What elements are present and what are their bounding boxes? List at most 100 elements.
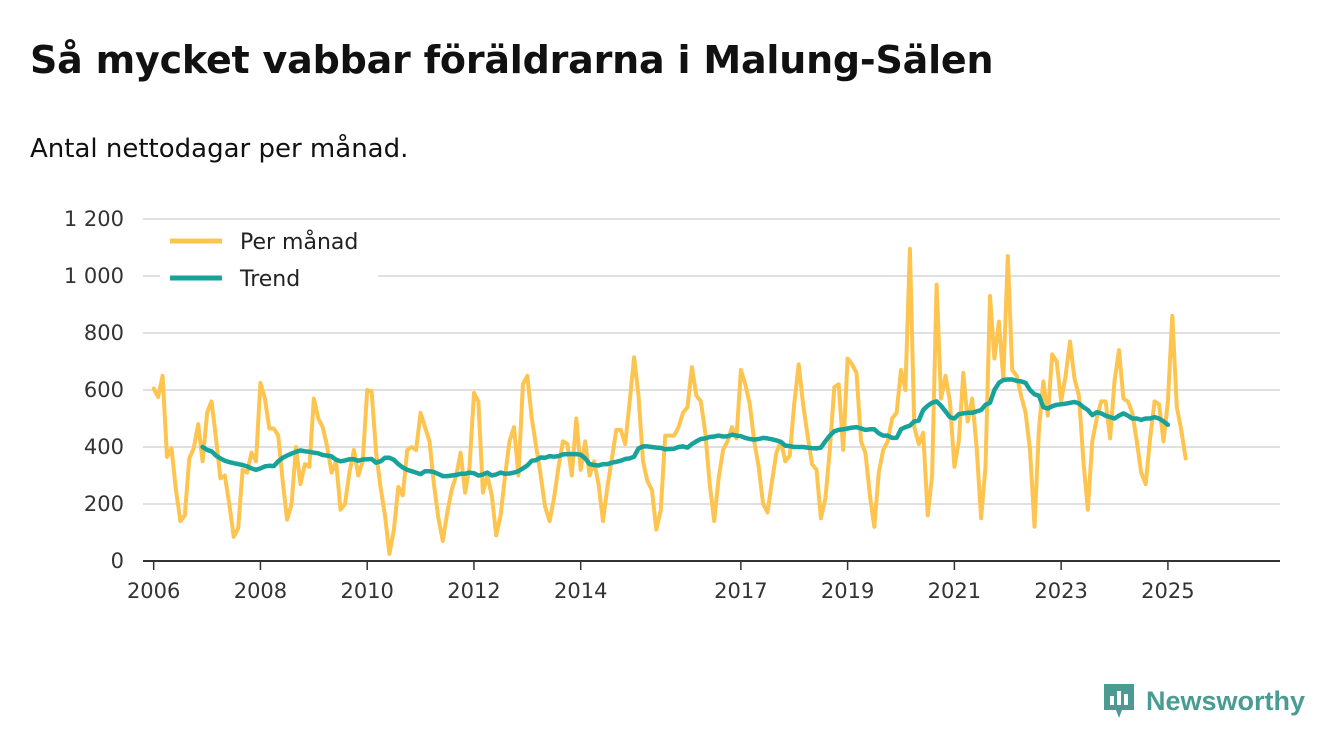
data-point-trend [752, 438, 756, 442]
data-point-trend [672, 447, 676, 451]
data-point-trend [574, 452, 578, 456]
data-point-trend [975, 409, 979, 413]
data-point-trend [312, 451, 316, 455]
data-point-trend [1099, 411, 1103, 415]
data-point-per-manad [1179, 428, 1183, 432]
data-point-per-manad [961, 371, 965, 375]
data-point-trend [316, 451, 320, 455]
data-point-trend [810, 446, 814, 450]
data-point-trend [908, 424, 912, 428]
data-point-per-manad [668, 434, 672, 438]
data-point-trend [681, 444, 685, 448]
data-point-trend [245, 464, 249, 468]
data-point-per-manad [299, 482, 303, 486]
data-point-trend [614, 460, 618, 464]
data-point-per-manad [1019, 394, 1023, 398]
data-point-trend [1001, 378, 1005, 382]
data-point-trend [454, 473, 458, 477]
data-point-per-manad [677, 425, 681, 429]
data-point-trend [490, 474, 494, 478]
data-point-per-manad [1064, 374, 1068, 378]
data-point-trend [321, 453, 325, 457]
data-point-trend [659, 446, 663, 450]
data-point-per-manad [552, 496, 556, 500]
data-point-per-manad [267, 427, 271, 431]
data-point-per-manad [1077, 394, 1081, 398]
brand-logo[interactable]: Newsworthy [1102, 682, 1305, 720]
data-point-per-manad [917, 442, 921, 446]
data-point-per-manad [672, 434, 676, 438]
data-point-trend [797, 445, 801, 449]
data-point-trend [410, 469, 414, 473]
data-point-per-manad [694, 394, 698, 398]
data-point-per-manad [623, 442, 627, 446]
y-tick-label: 0 [111, 549, 124, 573]
data-point-trend [926, 404, 930, 408]
data-point-per-manad [165, 455, 169, 459]
data-point-per-manad [303, 462, 307, 466]
data-point-trend [1041, 405, 1045, 409]
data-point-per-manad [815, 468, 819, 472]
data-point-trend [525, 464, 529, 468]
x-tick-label: 2021 [928, 579, 981, 603]
data-point-trend [846, 427, 850, 431]
data-point-trend [703, 436, 707, 440]
data-point-per-manad [890, 417, 894, 421]
data-point-per-manad [730, 425, 734, 429]
data-point-per-manad [850, 362, 854, 366]
data-point-per-manad [952, 465, 956, 469]
data-point-trend [1050, 404, 1054, 408]
data-point-per-manad [1153, 399, 1157, 403]
data-point-trend [583, 456, 587, 460]
data-point-per-manad [832, 385, 836, 389]
data-point-per-manad [605, 485, 609, 489]
data-point-per-manad [218, 476, 222, 480]
data-point-trend [1006, 378, 1010, 382]
data-point-per-manad [196, 422, 200, 426]
data-point-trend [1126, 414, 1130, 418]
data-point-per-manad [508, 439, 512, 443]
data-point-per-manad [984, 465, 988, 469]
data-point-per-manad [806, 434, 810, 438]
data-point-per-manad [819, 516, 823, 520]
data-point-trend [1046, 407, 1050, 411]
data-point-per-manad [663, 434, 667, 438]
data-point-trend [432, 470, 436, 474]
data-point-trend [1166, 423, 1170, 427]
data-point-per-manad [1010, 368, 1014, 372]
data-point-trend [570, 452, 574, 456]
data-point-trend [258, 466, 262, 470]
data-point-trend [979, 408, 983, 412]
data-point-trend [588, 462, 592, 466]
data-point-trend [668, 447, 672, 451]
x-axis: 2006 2008 2010 2012 2014 2017 2019 2021 2023 2025 [127, 560, 1280, 603]
data-point-per-manad [321, 425, 325, 429]
data-point-trend [343, 458, 347, 462]
data-point-trend [521, 466, 525, 470]
data-point-trend [637, 446, 641, 450]
data-point-per-manad [232, 535, 236, 539]
data-point-per-manad [1126, 399, 1130, 403]
data-point-per-manad [1099, 399, 1103, 403]
data-point-trend [534, 458, 538, 462]
data-point-per-manad [614, 428, 618, 432]
data-point-trend [414, 471, 418, 475]
data-point-per-manad [307, 465, 311, 469]
data-point-per-manad [1006, 254, 1010, 258]
data-point-trend [1153, 415, 1157, 419]
data-point-per-manad [347, 471, 351, 475]
data-point-per-manad [401, 493, 405, 497]
data-point-per-manad [988, 294, 992, 298]
data-point-per-manad [383, 513, 387, 517]
data-point-trend [806, 446, 810, 450]
data-point-per-manad [463, 491, 467, 495]
data-point-per-manad [721, 448, 725, 452]
data-point-per-manad [432, 482, 436, 486]
data-point-per-manad [992, 357, 996, 361]
data-point-trend [557, 454, 561, 458]
data-point-per-manad [423, 425, 427, 429]
data-point-per-manad [428, 439, 432, 443]
data-point-trend [895, 436, 899, 440]
data-point-per-manad [205, 411, 209, 415]
data-point-per-manad [312, 397, 316, 401]
